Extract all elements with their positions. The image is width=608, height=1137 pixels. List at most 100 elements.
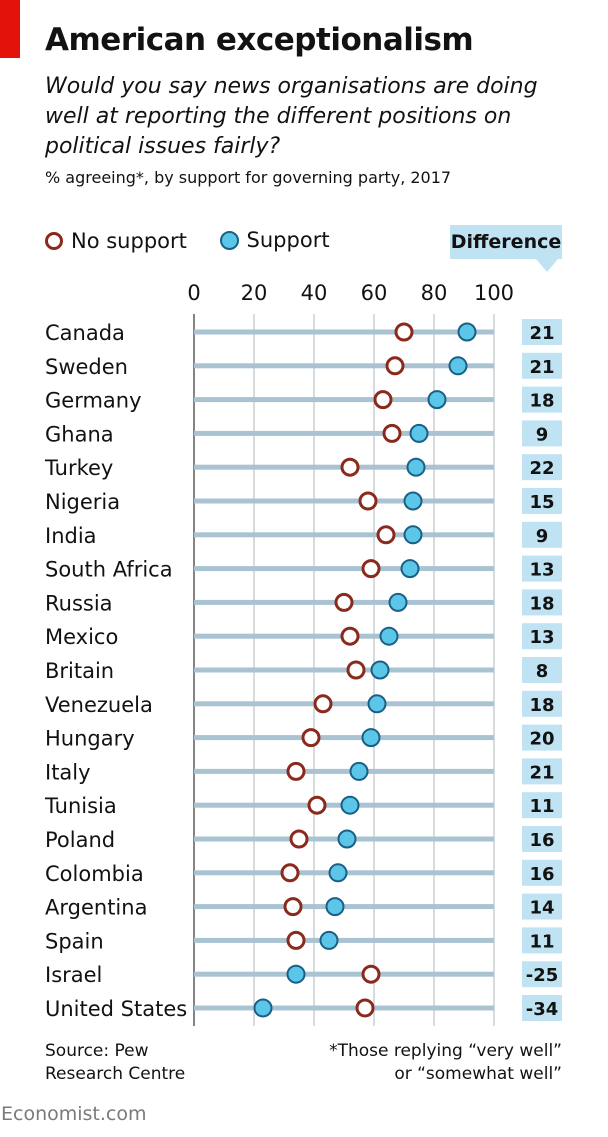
difference-value: 9: [536, 424, 549, 445]
difference-box: [522, 927, 562, 954]
no-support-point: [355, 998, 375, 1018]
no-support-point: [280, 863, 300, 883]
difference-value: 15: [529, 492, 554, 513]
category-label: Mexico: [45, 625, 118, 649]
category-label: South Africa: [45, 558, 173, 582]
support-point: [370, 660, 390, 680]
row-bar: [194, 768, 494, 774]
difference-box: [522, 758, 562, 785]
support-point: [325, 897, 345, 917]
difference-pointer: [536, 259, 558, 272]
difference-value: 9: [536, 526, 549, 547]
difference-value: -34: [526, 999, 559, 1020]
category-label: Argentina: [45, 896, 147, 920]
difference-box: [522, 420, 562, 447]
legend-label-support: Support: [246, 228, 330, 252]
difference-box: [522, 555, 562, 582]
row-bar: [194, 701, 494, 707]
chart-subtitle: Would you say news organisations are doi…: [45, 74, 538, 159]
row-bar: [194, 363, 494, 369]
difference-box: [522, 893, 562, 920]
support-point: [406, 457, 426, 477]
category-label: Russia: [45, 591, 113, 615]
difference-value: 18: [529, 391, 554, 412]
support-point: [361, 728, 381, 748]
difference-value: 11: [529, 931, 554, 952]
source-line-2: Research Centre: [45, 1064, 186, 1084]
category-label: Poland: [45, 828, 115, 852]
source-note: Source: Pew Research Centre: [45, 1040, 185, 1086]
x-tick-label: 100: [474, 281, 514, 305]
difference-value: 21: [529, 357, 554, 378]
no-support-point: [385, 356, 405, 376]
chart-title: American exceptionalism: [45, 22, 474, 58]
difference-box: [522, 352, 562, 379]
difference-box: [522, 859, 562, 886]
difference-box: [522, 961, 562, 988]
open-circle-icon: [45, 231, 63, 250]
row-bar: [194, 937, 494, 943]
row-bar: [194, 329, 494, 335]
x-tick-label: 80: [421, 281, 448, 305]
footnote-line-1: *Those replying “very well”: [329, 1041, 562, 1061]
row-bar: [194, 735, 494, 741]
difference-value: 13: [529, 560, 554, 581]
support-point: [403, 491, 423, 511]
x-tick-label: 60: [361, 281, 388, 305]
footnote-line-2: or “somewhat well”: [394, 1064, 562, 1084]
row-bar: [194, 498, 494, 504]
no-support-point: [313, 694, 333, 714]
no-support-point: [376, 525, 396, 545]
dot-chart: 0 20 40 60 80 100 Canada 21 Sweden 21 Germany 18 Gha…: [44, 281, 562, 1026]
category-label: Germany: [45, 389, 142, 413]
source-line-1: Source: Pew: [45, 1041, 149, 1061]
difference-box: [522, 488, 562, 514]
category-label: Turkey: [44, 456, 113, 480]
no-support-point: [283, 897, 303, 917]
legend: No support Support: [45, 228, 356, 256]
no-support-point: [301, 728, 321, 748]
category-label: Nigeria: [45, 490, 120, 514]
no-support-point: [346, 660, 366, 680]
difference-box: [522, 657, 562, 683]
difference-box: [522, 454, 562, 481]
difference-box: [522, 995, 562, 1021]
difference-value: 20: [529, 729, 554, 750]
no-support-point: [382, 423, 402, 443]
category-label: United States: [45, 997, 187, 1021]
support-point: [403, 525, 423, 545]
difference-value: 13: [529, 627, 554, 648]
support-point: [349, 761, 369, 781]
difference-box: [522, 589, 562, 616]
no-support-point: [373, 390, 393, 410]
no-support-point: [361, 559, 381, 579]
row-bar: [194, 1005, 494, 1011]
no-support-point: [358, 491, 378, 511]
difference-box: [522, 386, 562, 413]
row-bar: [194, 971, 494, 977]
difference-value: 18: [529, 593, 554, 614]
difference-box: [522, 623, 562, 650]
row-bar: [194, 566, 494, 572]
difference-value: 18: [529, 695, 554, 716]
category-label: Sweden: [45, 355, 128, 379]
no-support-point: [340, 457, 360, 477]
difference-box: [522, 690, 562, 717]
difference-value: 22: [529, 458, 554, 479]
support-point: [457, 322, 477, 342]
difference-value: -25: [526, 965, 559, 986]
x-tick-label: 0: [187, 281, 200, 305]
category-label: India: [45, 524, 97, 548]
row-bar: [194, 397, 494, 403]
support-point: [328, 863, 348, 883]
difference-box: [522, 826, 562, 852]
row-bar: [194, 430, 494, 436]
difference-header: Difference: [450, 225, 562, 259]
category-label: Ghana: [45, 422, 114, 446]
x-tick-label: 40: [301, 281, 328, 305]
no-support-point: [289, 829, 309, 849]
support-point: [448, 356, 468, 376]
difference-value: 11: [529, 796, 554, 817]
support-point: [253, 998, 273, 1018]
category-label: Canada: [45, 321, 125, 345]
